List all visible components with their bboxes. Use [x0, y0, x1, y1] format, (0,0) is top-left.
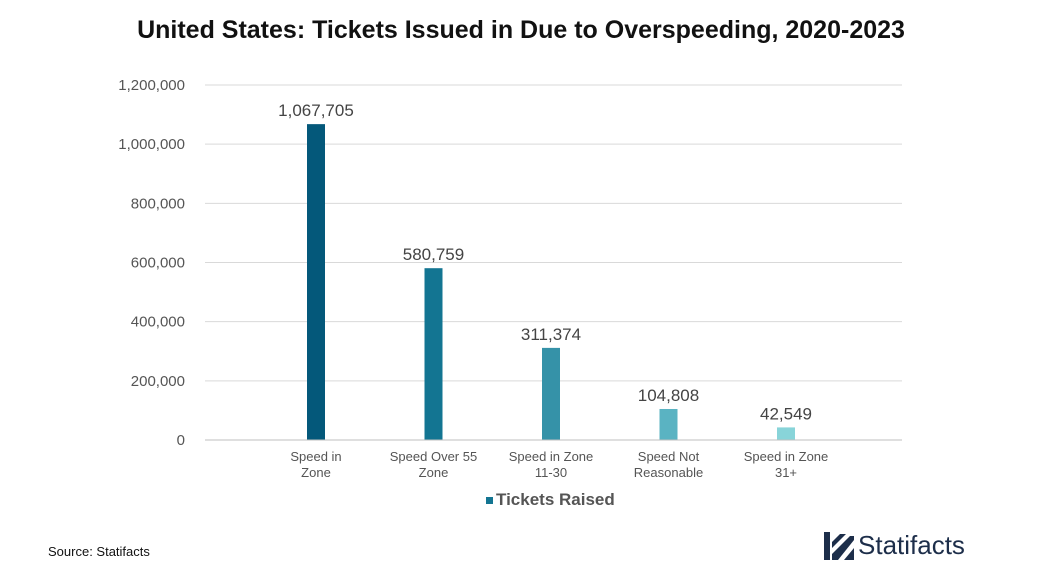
data-label: 580,759: [403, 245, 464, 264]
source-note: Source: Statifacts: [48, 544, 150, 559]
chart-title: United States: Tickets Issued in Due to …: [137, 16, 905, 44]
x-tick-label-line: Speed in Zone: [509, 449, 594, 464]
x-tick-label-line: 31+: [775, 465, 797, 480]
x-tick-label: Speed in Zone 11-30: [509, 449, 594, 480]
x-tick-label: Speed Over 55 Zone: [390, 449, 477, 480]
bar: [542, 347, 560, 440]
brand-logo: Statifacts: [824, 530, 965, 561]
data-label: 42,549: [760, 404, 812, 423]
x-tick-label: Speed in Zone 31+: [744, 449, 829, 480]
y-tick-label: 600,000: [131, 255, 185, 272]
bar: [659, 408, 678, 440]
bar: [777, 427, 795, 440]
x-tick-label-line: Speed Not: [638, 449, 700, 464]
bar: [424, 268, 443, 440]
x-tick-label-line: Speed Over 55: [390, 449, 477, 464]
bar: [307, 124, 325, 440]
data-labels: 1,067,705 580,759 311,374 104,808 42,549: [278, 101, 812, 423]
x-tick-label-line: 11-30: [535, 465, 567, 480]
data-label: 1,067,705: [278, 101, 354, 120]
x-tick-label-line: Speed in Zone: [744, 449, 829, 464]
data-label: 104,808: [638, 386, 699, 405]
legend: Tickets Raised: [486, 490, 615, 510]
y-tick-label: 400,000: [131, 314, 185, 331]
x-tick-label-line: Speed in: [290, 449, 341, 464]
x-tick-label: Speed Not Reasonable: [634, 449, 703, 480]
y-tick-label: 0: [177, 432, 185, 449]
x-tick-label: Speed in Zone: [290, 449, 341, 480]
statifacts-logo-icon: [824, 531, 854, 560]
y-tick-label: 200,000: [131, 373, 185, 390]
y-tick-label: 800,000: [131, 195, 185, 212]
y-tick-label: 1,000,000: [118, 136, 185, 153]
y-tick-label: 1,200,000: [118, 77, 185, 94]
x-tick-label-line: Zone: [301, 465, 331, 480]
bars: [307, 124, 795, 440]
legend-swatch: [486, 496, 493, 504]
brand-name: Statifacts: [858, 530, 965, 560]
legend-label: Tickets Raised: [496, 490, 615, 509]
y-axis: 0 200,000 400,000 600,000 800,000 1,000,000 1,…: [118, 77, 185, 449]
data-label: 311,374: [521, 325, 581, 344]
x-tick-label-line: Zone: [419, 465, 449, 480]
x-tick-label-line: Reasonable: [634, 465, 703, 480]
